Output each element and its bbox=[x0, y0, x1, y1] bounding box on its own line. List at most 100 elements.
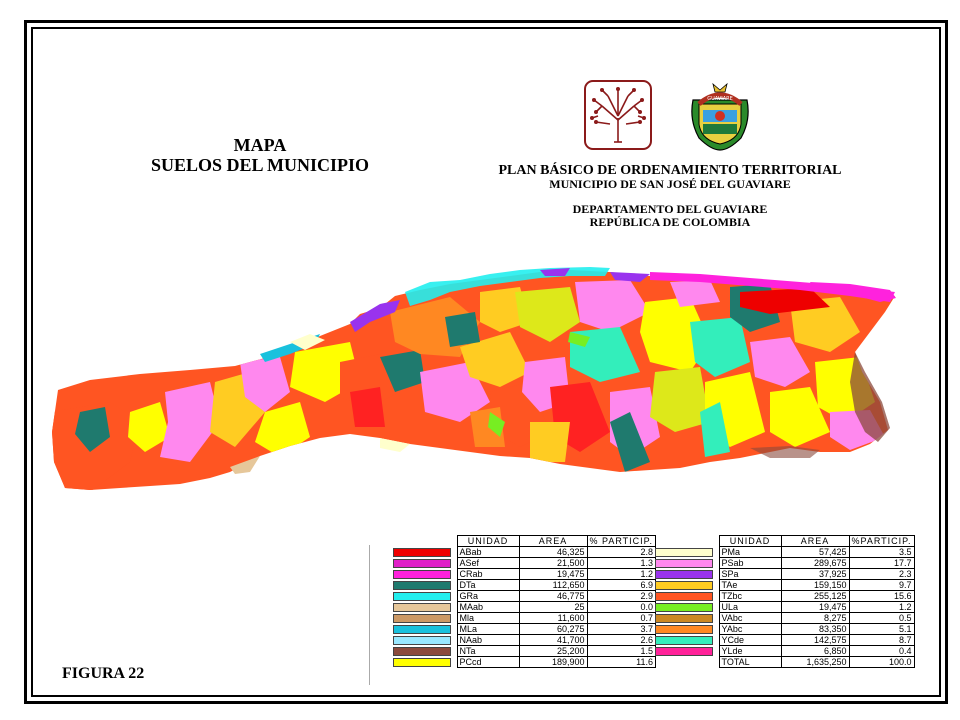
legend-pct-cell: 100.0 bbox=[848, 656, 915, 668]
plan-line2: MUNICIPIO DE SAN JOSÉ DEL GUAVIARE bbox=[549, 177, 791, 191]
legend-area-cell: 1,635,250 bbox=[780, 656, 850, 668]
legend-pct-cell: 0.0 bbox=[586, 601, 657, 613]
legend-right-header-pct: %PARTICIP. bbox=[848, 535, 915, 547]
legend-area-cell: 25 bbox=[518, 601, 588, 613]
legend-pct-cell: 5.1 bbox=[848, 623, 915, 635]
legend-swatch bbox=[393, 613, 451, 623]
plan-line3: DEPARTAMENTO DEL GUAVIARE bbox=[572, 202, 768, 216]
legend-area-cell: 83,350 bbox=[780, 623, 850, 635]
legend-unit-cell: NTa bbox=[456, 645, 520, 657]
legend-area-cell: 21,500 bbox=[518, 557, 588, 569]
legend-pct-cell: 11.6 bbox=[586, 656, 657, 668]
legend-left-row: MLa 60,275 3.7 bbox=[393, 623, 657, 635]
legend-swatch bbox=[655, 646, 713, 656]
legend-left-header-pct: % PARTICIP. bbox=[586, 535, 657, 547]
legend-right-header-unit: UNIDAD bbox=[718, 535, 782, 547]
legend-right-row: SPa 37,925 2.3 bbox=[655, 568, 915, 580]
legend-unit-cell: MAab bbox=[456, 601, 520, 613]
legend-area-cell: 19,475 bbox=[780, 601, 850, 613]
legend-left-row: PCcd 189,900 11.6 bbox=[393, 656, 657, 668]
plan-line1: PLAN BÁSICO DE ORDENAMIENTO TERRITORIAL bbox=[498, 163, 842, 178]
legend-unit-cell: VAbc bbox=[718, 612, 782, 624]
legend-pct-cell: 1.2 bbox=[848, 601, 915, 613]
legend-pct-cell: 6.9 bbox=[586, 579, 657, 591]
legend-pct-cell: 2.3 bbox=[848, 568, 915, 580]
legend-pct-cell: 9.7 bbox=[848, 579, 915, 591]
plan-header: PLAN BÁSICO DE ORDENAMIENTO TERRITORIAL … bbox=[460, 163, 880, 229]
legend-right-header-area: AREA bbox=[780, 535, 850, 547]
legend-right-row: TOTAL 1,635,250 100.0 bbox=[655, 656, 915, 668]
legend-right-row: VAbc 8,275 0.5 bbox=[655, 612, 915, 624]
legend-unit-cell: Mla bbox=[456, 612, 520, 624]
legend-right-table: UNIDAD AREA %PARTICIP. PMa 57,425 3.5 PSab 2… bbox=[655, 535, 915, 668]
legend-area-cell: 289,675 bbox=[780, 557, 850, 569]
coat-of-arms-logo: GUAVIARE bbox=[691, 82, 749, 151]
legend-right: UNIDAD AREA %PARTICIP. PMa 57,425 3.5 PSab 2… bbox=[655, 535, 915, 668]
legend-swatch bbox=[655, 569, 713, 579]
legend-pct-cell: 0.7 bbox=[586, 612, 657, 624]
legend-right-row: YCde 142,575 8.7 bbox=[655, 634, 915, 646]
legend-pct-cell: 2.9 bbox=[586, 590, 657, 602]
legend-pct-cell: 2.6 bbox=[586, 634, 657, 646]
legend-swatch bbox=[393, 646, 451, 656]
legend-left-row: GRa 46,775 2.9 bbox=[393, 590, 657, 602]
legend-area-cell: 8,275 bbox=[780, 612, 850, 624]
legend-swatch bbox=[655, 635, 713, 645]
legend-swatch bbox=[393, 580, 451, 590]
legend-area-cell: 189,900 bbox=[518, 656, 588, 668]
legend-unit-cell: YCde bbox=[718, 634, 782, 646]
legend-left-row: NAab 41,700 2.6 bbox=[393, 634, 657, 646]
legend-swatch bbox=[655, 602, 713, 612]
legend-swatch bbox=[393, 591, 451, 601]
legend-unit-cell: ABab bbox=[456, 546, 520, 558]
crest-text: GUAVIARE bbox=[707, 96, 733, 102]
legend-pct-cell: 3.5 bbox=[848, 546, 915, 558]
legend-pct-cell: 8.7 bbox=[848, 634, 915, 646]
legend-pct-cell: 2.8 bbox=[586, 546, 657, 558]
legend-unit-cell: NAab bbox=[456, 634, 520, 646]
legend-pct-cell: 0.5 bbox=[848, 612, 915, 624]
legend-left-row: NTa 25,200 1.5 bbox=[393, 645, 657, 657]
legend-left-row: Mla 11,600 0.7 bbox=[393, 612, 657, 624]
legend-unit-cell: PCcd bbox=[456, 656, 520, 668]
legend-left: UNIDAD AREA % PARTICIP. ABab 46,325 2.8 ASe… bbox=[393, 535, 657, 668]
legend-swatch bbox=[393, 547, 451, 557]
legend-pct-cell: 1.2 bbox=[586, 568, 657, 580]
legend-area-cell: 11,600 bbox=[518, 612, 588, 624]
legend-swatch bbox=[655, 658, 713, 667]
plan-line4: REPÚBLICA DE COLOMBIA bbox=[589, 215, 751, 229]
legend-pct-cell: 15.6 bbox=[848, 590, 915, 602]
legend-left-row: ABab 46,325 2.8 bbox=[393, 546, 657, 558]
legend-swatch bbox=[393, 602, 451, 612]
legend-area-cell: 41,700 bbox=[518, 634, 588, 646]
legend-swatch bbox=[655, 591, 713, 601]
map-title: MAPA SUELOS DEL MUNICIPIO bbox=[110, 135, 410, 175]
legend-unit-cell: YAbc bbox=[718, 623, 782, 635]
legend-swatch bbox=[393, 635, 451, 645]
legend-left-table: UNIDAD AREA % PARTICIP. ABab 46,325 2.8 ASe… bbox=[393, 535, 657, 668]
map-units bbox=[52, 270, 895, 490]
legend-swatch bbox=[655, 613, 713, 623]
legend-unit-cell: MLa bbox=[456, 623, 520, 635]
legend-right-row: YLde 6,850 0.4 bbox=[655, 645, 915, 657]
map-title-line1: MAPA bbox=[233, 135, 287, 155]
legend-unit-cell: TZbc bbox=[718, 590, 782, 602]
legend-swatch bbox=[393, 624, 451, 634]
legend-unit-cell: TAe bbox=[718, 579, 782, 591]
inner-frame bbox=[31, 27, 941, 697]
figure-label: FIGURA 22 bbox=[62, 665, 145, 682]
legend-area-cell: 6,850 bbox=[780, 645, 850, 657]
legend-right-row: YAbc 83,350 5.1 bbox=[655, 623, 915, 635]
legend-right-row: TZbc 255,125 15.6 bbox=[655, 590, 915, 602]
legend-swatch bbox=[393, 569, 451, 579]
legend-area-cell: 60,275 bbox=[518, 623, 588, 635]
legend-unit-cell: YLde bbox=[718, 645, 782, 657]
legend-area-cell: 112,650 bbox=[518, 579, 588, 591]
legend-unit-cell: PSab bbox=[718, 557, 782, 569]
legend-unit-cell: CRab bbox=[456, 568, 520, 580]
legend-unit-cell: GRa bbox=[456, 590, 520, 602]
tree-emblem-logo bbox=[584, 80, 652, 150]
legend-area-cell: 46,325 bbox=[518, 546, 588, 558]
legend-left-row: DTa 112,650 6.9 bbox=[393, 579, 657, 591]
legend-pct-cell: 0.4 bbox=[848, 645, 915, 657]
